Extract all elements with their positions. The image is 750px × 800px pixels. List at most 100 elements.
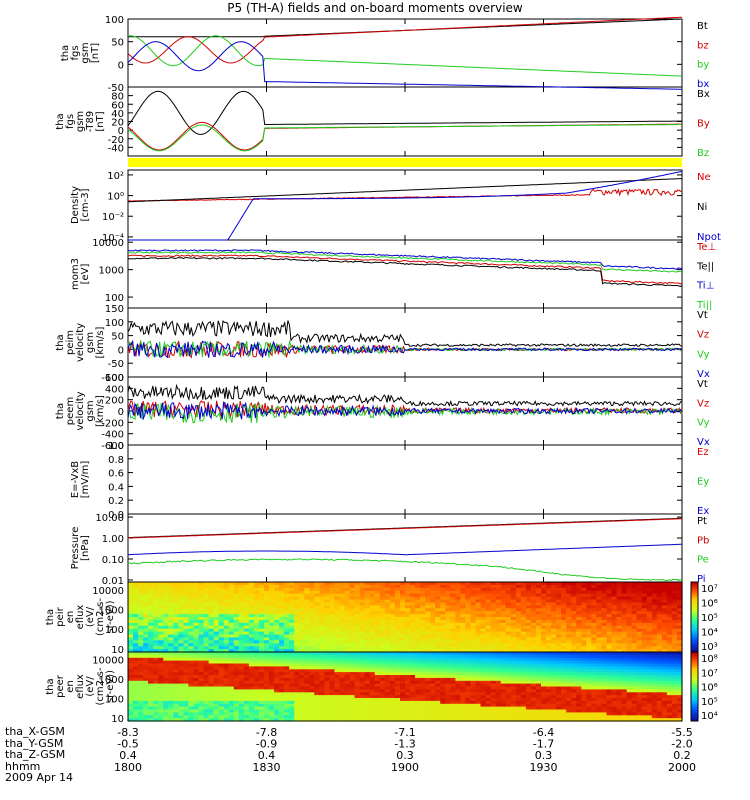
spectrogram-cell	[369, 709, 376, 713]
spectrogram-cell	[586, 617, 592, 621]
spectrogram-cell	[143, 669, 149, 673]
spectrogram-cell	[364, 625, 371, 630]
spectrogram-cell	[163, 631, 169, 636]
spectrogram-cell	[480, 590, 487, 595]
spectrogram-cell	[425, 652, 431, 656]
spectrogram-cell	[571, 593, 577, 598]
spectrogram-cell	[158, 617, 164, 621]
fgs_gsm-legend-3: bx	[697, 79, 709, 90]
spectrogram-cell	[284, 614, 290, 618]
spectrogram-cell	[430, 712, 436, 716]
spectrogram-cell	[243, 619, 250, 624]
spectrogram-cell	[379, 590, 386, 595]
spectrogram-cell	[218, 695, 225, 699]
spectrogram-cell	[485, 706, 492, 711]
spectrogram-cell	[480, 637, 487, 641]
spectrogram-cell	[430, 652, 436, 656]
spectrogram-cell	[611, 631, 618, 636]
spectrogram-cell	[374, 703, 381, 708]
spectrogram-cell	[168, 593, 174, 598]
spectrogram-cell	[450, 584, 456, 589]
spectrogram-cell	[671, 634, 678, 638]
spectrogram-cell	[329, 686, 336, 690]
spectrogram-cell	[223, 596, 230, 601]
spectrogram-cell	[128, 703, 134, 708]
spectrogram-cell	[556, 608, 562, 612]
spectrogram-cell	[445, 634, 451, 638]
spectrogram-cell	[601, 602, 607, 606]
spectrogram-cell	[475, 587, 482, 592]
spectrogram-cell	[465, 614, 471, 618]
spectrogram-cell	[561, 628, 567, 633]
spectrogram-cell	[651, 590, 658, 595]
spectrogram-cell	[435, 683, 441, 688]
spectrogram-cell	[163, 709, 169, 713]
spectrogram-cell	[153, 640, 159, 644]
spectrogram-cell	[233, 619, 240, 624]
spectrogram-cell	[374, 692, 381, 696]
spectrogram-cell	[485, 584, 492, 589]
spectrogram-cell	[163, 675, 169, 679]
spectrogram-cell	[289, 582, 295, 586]
spectrogram-cell	[379, 582, 386, 586]
spectrogram-cell	[566, 602, 572, 606]
spectrogram-cell	[213, 634, 220, 638]
spectrogram-cell	[173, 649, 179, 653]
spectrogram-cell	[460, 605, 466, 609]
spectrogram-cell	[379, 689, 386, 693]
spectrogram-cell	[671, 646, 678, 650]
spectrogram-cell	[510, 649, 517, 653]
spectrogram-cell	[264, 640, 270, 644]
spectrogram-cell	[374, 608, 381, 612]
spectrogram-cell	[420, 628, 426, 633]
spectrogram-cell	[218, 599, 225, 603]
spectrogram-cell	[324, 652, 330, 656]
spectrogram-cell	[616, 599, 623, 603]
spectrogram-cell	[480, 584, 487, 589]
spectrogram-cell	[561, 640, 567, 644]
spectrogram-cell	[163, 660, 169, 665]
spectrogram-cell	[581, 602, 587, 606]
spectrogram-cell	[279, 582, 285, 586]
spectrogram-cell	[304, 660, 310, 665]
spectrogram-cell	[178, 590, 184, 595]
spectrogram-cell	[279, 663, 285, 667]
spectrogram-cell	[339, 663, 346, 667]
spectrogram-cell	[425, 593, 431, 598]
spectrogram-cell	[173, 666, 179, 670]
spectrogram-cell	[495, 652, 502, 656]
spectrogram-cell	[274, 625, 280, 630]
spectrogram-cell	[379, 602, 386, 606]
spectrogram-cell	[389, 703, 396, 708]
spectrogram-cell	[304, 692, 310, 696]
spectrogram-cell	[455, 672, 461, 676]
spectrogram-cell	[435, 652, 441, 656]
spectrogram-cell	[369, 663, 376, 667]
spectrogram-cell	[334, 683, 341, 688]
spectrogram-cell	[203, 631, 210, 636]
spectrogram-cell	[500, 611, 507, 615]
spectrogram-cell	[616, 643, 623, 647]
spectrogram-cell	[475, 712, 482, 716]
spectrogram-cell	[641, 646, 648, 650]
spectrogram-cell	[551, 649, 557, 653]
spectrogram-cell	[289, 666, 295, 670]
spectrogram-cell	[475, 706, 482, 711]
fgs_gsm_t89-ylabel: fgs	[65, 114, 76, 129]
spectrogram-cell	[515, 689, 522, 693]
spectrogram-cell	[274, 622, 280, 627]
spectrogram-cell	[465, 617, 471, 621]
spectrogram-cell	[465, 584, 471, 589]
spectrogram-cell	[435, 712, 441, 716]
spectrogram-cell	[616, 640, 623, 644]
spectrogram-cell	[309, 718, 315, 722]
spectrogram-cell	[379, 619, 386, 624]
spectrogram-cell	[485, 596, 492, 601]
spectrogram-cell	[606, 596, 613, 601]
spectrogram-cell	[128, 628, 134, 633]
spectrogram-cell	[460, 709, 466, 713]
spectrogram-cell	[314, 663, 320, 667]
spectrogram-cell	[435, 587, 441, 592]
spectrogram-cell	[253, 666, 260, 670]
spectrogram-cell	[183, 654, 189, 659]
